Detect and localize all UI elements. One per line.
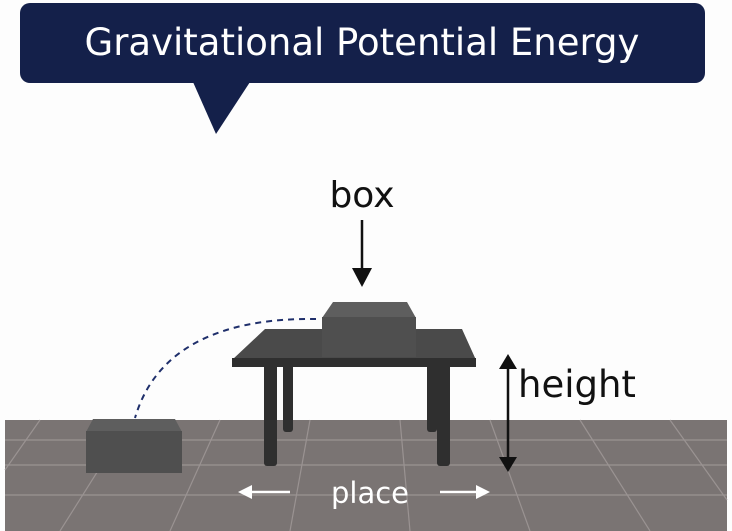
table-leg-back-right — [427, 362, 437, 432]
fall-path — [134, 317, 317, 419]
box-label: box — [329, 175, 394, 216]
height-label: height — [518, 363, 636, 406]
height-arrow-head-down — [499, 457, 517, 472]
title-text: Gravitational Potential Energy — [85, 21, 640, 64]
table-leg-back-left — [283, 362, 293, 432]
place-arrow-left — [238, 485, 290, 499]
banner-pointer — [193, 82, 250, 134]
box-top-face — [322, 302, 416, 318]
floor-box-top-face — [86, 419, 182, 432]
floor-box-front-face — [86, 431, 182, 473]
table-leg-front-left — [264, 362, 277, 466]
table-leg-front-right — [437, 362, 450, 466]
place-arrow-right — [440, 485, 490, 499]
box-arrow-head — [352, 268, 372, 287]
box-front-face — [322, 317, 416, 357]
title-banner: Gravitational Potential Energy — [20, 3, 705, 134]
banner-box — [20, 3, 705, 83]
height-arrow-head-up — [499, 354, 517, 369]
table-top-edge — [232, 358, 476, 367]
box-on-floor — [86, 419, 182, 473]
place-label: place — [331, 476, 409, 510]
box-on-table — [322, 302, 416, 357]
